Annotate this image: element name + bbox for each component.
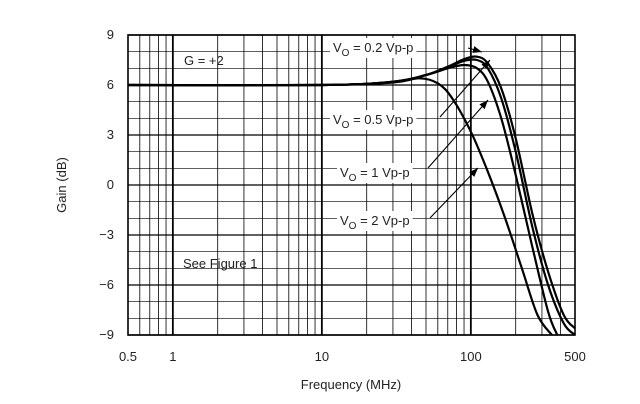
series-arrowhead: [472, 46, 482, 53]
x-tick-label: 500: [564, 349, 586, 364]
grid: [128, 34, 575, 336]
series-leader-line: [439, 59, 491, 118]
series-label-background: [330, 38, 417, 58]
reference-label: See Figure 1: [183, 256, 257, 271]
series-arrowhead: [469, 168, 478, 177]
series-line-4: [127, 77, 553, 336]
y-tick-label: −6: [99, 277, 114, 292]
x-tick-labels: 0.5 1 10 100 500: [119, 349, 586, 364]
curves: [127, 55, 576, 336]
series-line-3: [127, 63, 559, 336]
y-tick-labels: 9 6 3 0 −3 −6 −9: [99, 27, 114, 342]
y-tick-label: −9: [99, 327, 114, 342]
series-line-1: [127, 55, 576, 330]
y-tick-label: 6: [107, 77, 114, 92]
series-line-2: [127, 58, 576, 336]
x-tick-label: 0.5: [119, 349, 137, 364]
series-label-1: VO = 0.2 Vp-p: [333, 40, 413, 59]
x-tick-label: 100: [460, 349, 482, 364]
series-label-2: VO = 0.5 Vp-p: [333, 112, 413, 131]
y-tick-label: −3: [99, 227, 114, 242]
plot-frame: [127, 34, 576, 336]
y-tick-label: 3: [107, 127, 114, 142]
series-label-background: [337, 211, 413, 231]
series-label-3: VO = 1 Vp-p: [340, 165, 410, 184]
series-arrowhead: [479, 100, 488, 110]
y-tick-label: 9: [107, 27, 114, 42]
series-labels: VO = 0.2 Vp-p VO = 0.5 Vp-p VO = 1 Vp-p VO …: [330, 38, 491, 232]
gain-setting-label: G = +2: [184, 53, 224, 68]
y-axis-label: Gain (dB): [54, 157, 69, 213]
x-tick-label: 10: [315, 349, 329, 364]
series-arrowhead: [481, 60, 490, 70]
x-axis-label: Frequency (MHz): [301, 377, 401, 392]
series-label-background: [330, 110, 417, 130]
series-leader-line: [429, 167, 479, 219]
series-leader-line: [427, 99, 489, 169]
series-label-background: [337, 163, 413, 183]
series-label-4: VO = 2 Vp-p: [340, 213, 410, 232]
x-tick-label: 1: [169, 349, 176, 364]
y-tick-label: 0: [107, 177, 114, 192]
